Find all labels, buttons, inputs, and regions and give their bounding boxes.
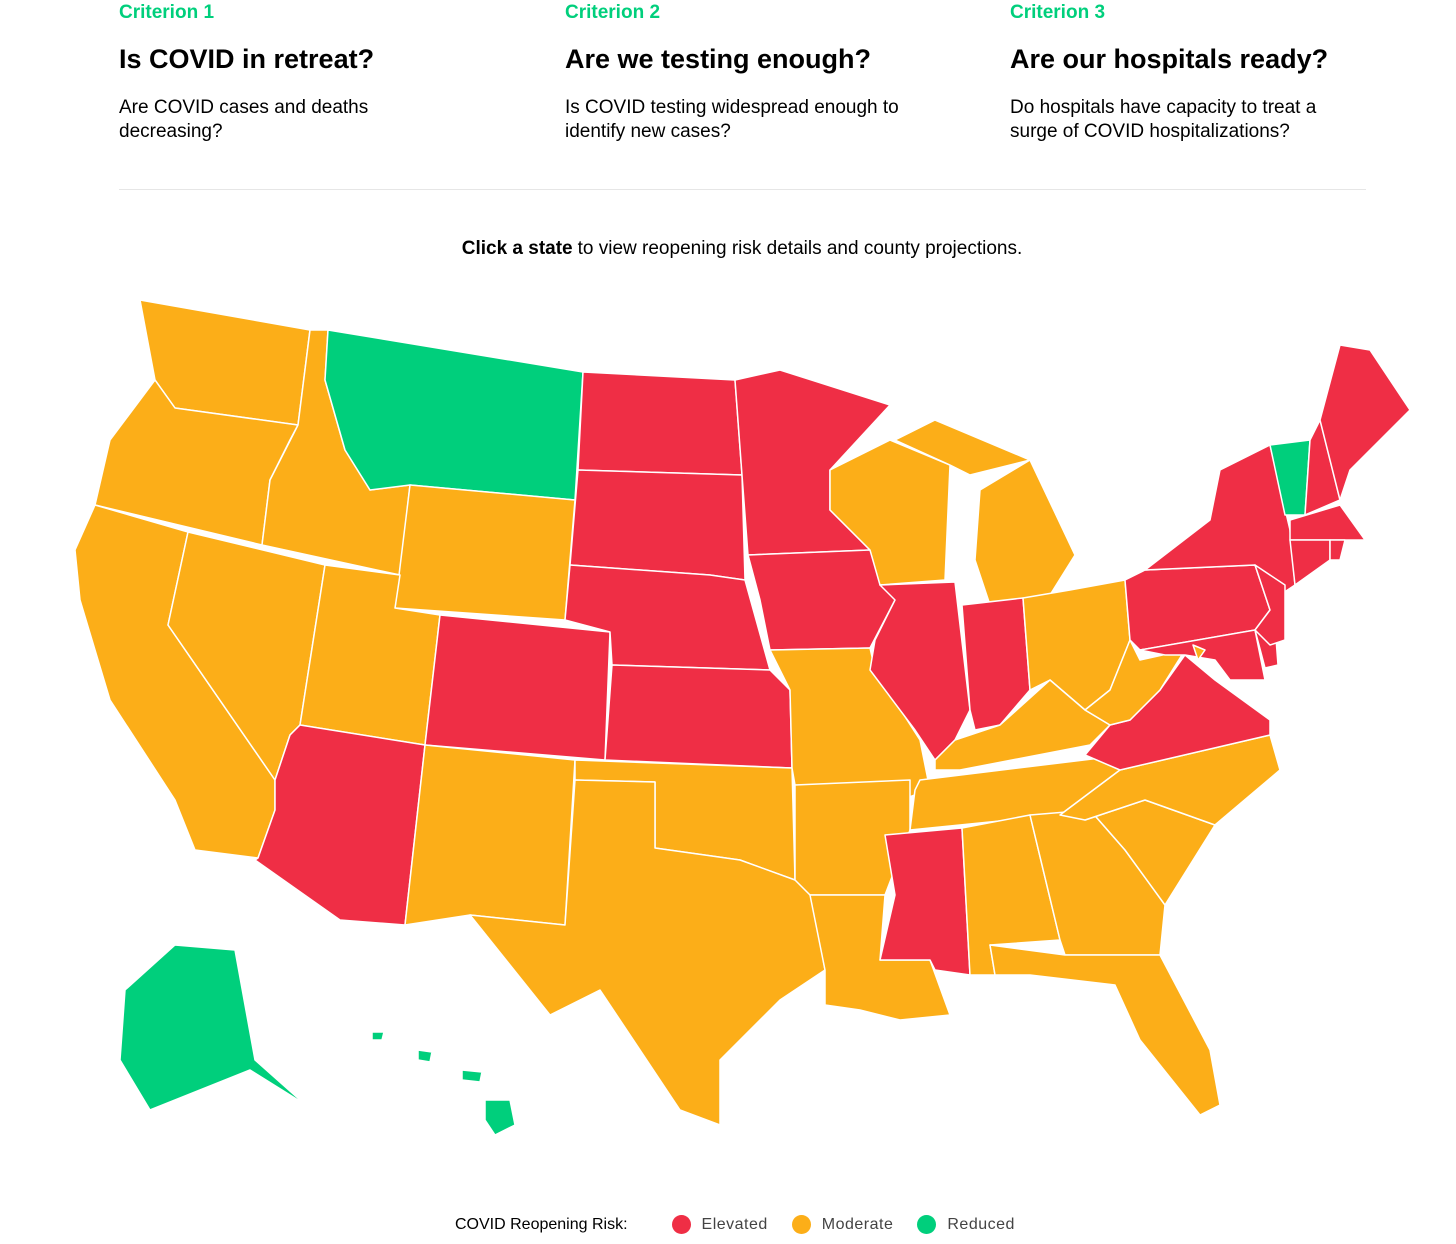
criterion-description: Do hospitals have capacity to treat a su… bbox=[1010, 97, 1317, 142]
state[interactable] bbox=[747, 549, 896, 651]
legend-label: Reduced bbox=[947, 1215, 1015, 1233]
state[interactable] bbox=[484, 1099, 516, 1136]
state[interactable] bbox=[604, 664, 793, 769]
divider bbox=[119, 189, 1366, 190]
state[interactable] bbox=[1319, 344, 1411, 501]
state[interactable] bbox=[869, 581, 971, 761]
legend-swatch bbox=[917, 1215, 937, 1234]
criterion-label: Criterion 2 bbox=[565, 2, 661, 23]
legend-swatch bbox=[791, 1215, 811, 1234]
state[interactable] bbox=[371, 1031, 385, 1041]
legend-item: Moderate bbox=[791, 1215, 894, 1234]
state[interactable] bbox=[1254, 564, 1286, 646]
criterion-label: Criterion 1 bbox=[119, 2, 215, 23]
legend-item: Reduced bbox=[917, 1215, 1015, 1234]
legend-label: Elevated bbox=[701, 1215, 768, 1233]
state[interactable] bbox=[119, 944, 331, 1121]
state[interactable] bbox=[404, 744, 576, 926]
instruction: Click a state to view reopening risk deta… bbox=[0, 238, 1456, 260]
state[interactable] bbox=[569, 469, 746, 581]
us-map bbox=[74, 299, 1411, 1136]
state[interactable] bbox=[1059, 734, 1281, 826]
state[interactable] bbox=[1329, 539, 1346, 561]
state[interactable] bbox=[424, 614, 611, 761]
legend-label: Moderate bbox=[821, 1215, 894, 1233]
state[interactable] bbox=[394, 484, 576, 621]
instruction-text: to view reopening risk details and count… bbox=[577, 238, 1023, 259]
state[interactable] bbox=[1289, 539, 1331, 586]
criterion-title: Are our hospitals ready? bbox=[1010, 44, 1329, 74]
legend-item: Elevated bbox=[671, 1215, 768, 1234]
state[interactable] bbox=[879, 827, 971, 976]
state[interactable] bbox=[974, 459, 1076, 606]
state[interactable] bbox=[417, 1049, 433, 1063]
state[interactable] bbox=[469, 779, 826, 1126]
criterion-label: Criterion 3 bbox=[1010, 2, 1106, 23]
instruction-bold: Click a state bbox=[461, 238, 573, 259]
legend: COVID Reopening Risk: Elevated Moderate … bbox=[455, 1215, 1039, 1234]
criterion-title: Are we testing enough? bbox=[565, 44, 872, 74]
state[interactable] bbox=[1192, 644, 1206, 661]
state[interactable] bbox=[577, 371, 743, 476]
state[interactable] bbox=[461, 1069, 483, 1083]
state[interactable] bbox=[1289, 504, 1366, 541]
criterion-title: Is COVID in retreat? bbox=[119, 44, 375, 74]
legend-swatch bbox=[671, 1215, 691, 1234]
criterion-description: Are COVID cases and deaths decreasing? bbox=[119, 97, 369, 142]
state[interactable] bbox=[324, 329, 584, 501]
state[interactable] bbox=[894, 419, 1031, 476]
state[interactable] bbox=[829, 439, 951, 586]
criterion-description: Is COVID testing widespread enough to id… bbox=[565, 97, 899, 142]
state[interactable] bbox=[989, 944, 1221, 1116]
legend-title: COVID Reopening Risk: bbox=[455, 1215, 628, 1233]
